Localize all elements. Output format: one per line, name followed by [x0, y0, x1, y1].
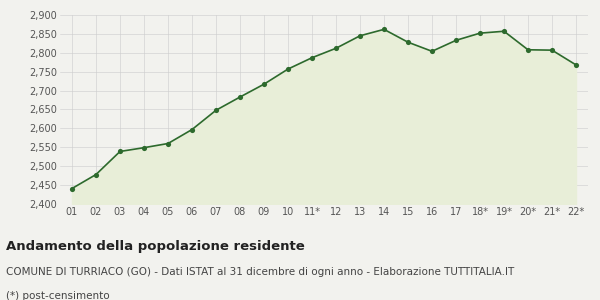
- Point: [211, 108, 221, 113]
- Text: COMUNE DI TURRIACO (GO) - Dati ISTAT al 31 dicembre di ogni anno - Elaborazione : COMUNE DI TURRIACO (GO) - Dati ISTAT al …: [6, 267, 514, 277]
- Point: [163, 141, 173, 146]
- Text: Andamento della popolazione residente: Andamento della popolazione residente: [6, 240, 305, 253]
- Point: [67, 186, 77, 191]
- Point: [547, 48, 557, 52]
- Point: [235, 94, 245, 99]
- Point: [571, 62, 581, 67]
- Point: [355, 33, 365, 38]
- Point: [523, 47, 533, 52]
- Point: [403, 40, 413, 45]
- Point: [139, 145, 149, 150]
- Point: [283, 67, 293, 71]
- Text: (*) post-censimento: (*) post-censimento: [6, 291, 110, 300]
- Point: [475, 31, 485, 35]
- Point: [451, 38, 461, 43]
- Point: [331, 46, 341, 51]
- Point: [307, 55, 317, 60]
- Point: [427, 49, 437, 54]
- Point: [499, 29, 509, 34]
- Point: [115, 149, 125, 154]
- Point: [91, 172, 101, 177]
- Point: [259, 82, 269, 87]
- Point: [379, 27, 389, 32]
- Point: [187, 127, 197, 132]
